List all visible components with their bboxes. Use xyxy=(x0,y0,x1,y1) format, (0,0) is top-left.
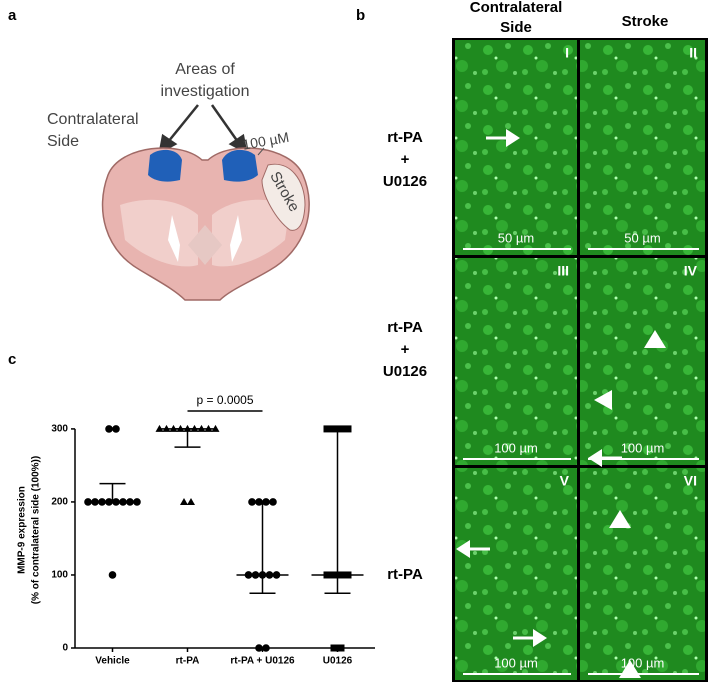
y-tick-label: 200 xyxy=(51,497,68,508)
data-point xyxy=(187,497,195,505)
data-point xyxy=(155,424,164,432)
annotation: p = 0.0005 xyxy=(196,393,253,407)
arrow-head xyxy=(506,129,520,147)
image-numeral: II xyxy=(689,45,697,61)
image-numeral: I xyxy=(565,45,569,61)
data-point xyxy=(112,425,120,433)
areas-label: Areas of xyxy=(175,61,235,78)
x-tick-label: Vehicle xyxy=(95,656,130,667)
micrograph xyxy=(455,40,577,255)
side-label: Contralateral xyxy=(47,111,139,128)
x-tick-label: rt-PA xyxy=(176,656,200,667)
data-point xyxy=(211,424,220,432)
y-axis-label: (% of contralateral side (100%)) xyxy=(31,456,42,604)
panel-letter: b xyxy=(356,7,365,24)
row-label: rt-PA xyxy=(387,319,423,336)
scale-bar-label: 100 µm xyxy=(494,440,538,455)
column-header: Side xyxy=(500,19,532,36)
scale-bar-label: 50 µm xyxy=(624,230,660,245)
x-tick-label: U0126 xyxy=(323,656,353,667)
data-point xyxy=(337,644,345,652)
data-point xyxy=(180,497,188,505)
row-label: rt-PA xyxy=(387,566,423,583)
scale-bar-label: 100 µm xyxy=(621,440,665,455)
image-numeral: V xyxy=(560,473,570,489)
x-tick-label: rt-PA + U0126 xyxy=(230,656,295,667)
brain xyxy=(101,147,310,301)
data-point xyxy=(255,644,263,652)
image-numeral: III xyxy=(557,263,569,279)
arrow-head xyxy=(644,330,666,348)
micrograph xyxy=(455,258,577,465)
column-header: Stroke xyxy=(622,13,669,30)
scale-bar-label: 100 µm xyxy=(494,655,538,670)
arrow-head xyxy=(594,390,612,410)
image-numeral: IV xyxy=(684,263,698,279)
y-axis-label: MMP-9 expression xyxy=(17,486,28,574)
areas-label: investigation xyxy=(161,83,250,100)
micrograph xyxy=(455,468,577,680)
arrow-head xyxy=(619,660,641,678)
column-header: Contralateral xyxy=(470,0,563,16)
micrograph xyxy=(580,258,705,465)
row-label: + xyxy=(401,151,410,168)
data-point xyxy=(262,644,270,652)
arrow-head xyxy=(609,510,631,528)
arrows xyxy=(158,104,248,155)
panel-letter: a xyxy=(8,7,17,24)
y-tick-label: 100 xyxy=(51,570,68,581)
arrow-head xyxy=(588,449,602,467)
image-numeral: VI xyxy=(684,473,697,489)
scale-label: 100 µM xyxy=(241,129,290,153)
row-label: U0126 xyxy=(383,173,427,190)
scale-bar-label: 50 µm xyxy=(498,230,534,245)
arrow-head xyxy=(456,540,470,558)
data-point xyxy=(108,571,117,579)
side-label: Side xyxy=(47,133,79,150)
micrograph xyxy=(580,468,705,680)
y-tick-label: 0 xyxy=(62,643,68,654)
y-tick-label: 300 xyxy=(51,424,68,435)
row-label: rt-PA xyxy=(387,129,423,146)
data-point xyxy=(105,425,113,433)
data-point xyxy=(330,644,338,652)
panel-letter: c xyxy=(8,351,16,368)
arrow-head xyxy=(533,629,547,647)
row-label: + xyxy=(401,341,410,358)
row-label: U0126 xyxy=(383,363,427,380)
micrograph xyxy=(580,40,705,255)
